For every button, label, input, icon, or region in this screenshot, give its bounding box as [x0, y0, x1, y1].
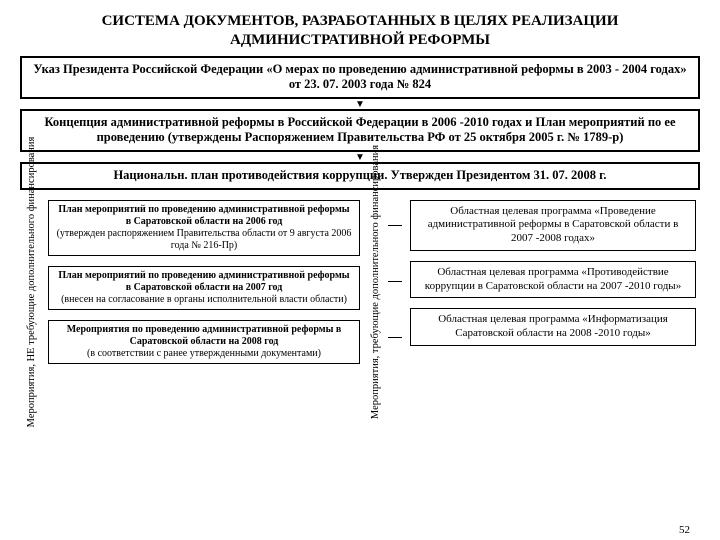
connector-lines [388, 198, 402, 366]
left-vertical-label: Мероприятия, НЕ требующие дополнительног… [20, 198, 44, 366]
program-box: Областная целевая программа «Информатиза… [410, 308, 696, 346]
arrow-down-icon: ▼ [20, 155, 700, 161]
lower-section: Мероприятия, НЕ требующие дополнительног… [20, 198, 700, 366]
connector-line [388, 281, 402, 282]
plan-note: (в соответствии с ранее утвержденными до… [87, 348, 321, 359]
left-vertical-label-text: Мероприятия, НЕ требующие дополнительног… [26, 136, 38, 427]
arrow-down-icon: ▼ [20, 102, 700, 108]
decree-box: Указ Президента Российской Федерации «О … [20, 56, 700, 99]
plan-note: (внесен на согласование в органы исполни… [61, 294, 347, 305]
plan-box: План мероприятий по проведению администр… [48, 266, 360, 310]
plan-title: План мероприятий по проведению администр… [58, 204, 349, 227]
national-plan-box: Национальн. план противодействия коррупц… [20, 162, 700, 190]
concept-box: Концепция административной реформы в Рос… [20, 109, 700, 152]
page-number: 52 [679, 524, 690, 536]
programs-column: Областная целевая программа «Проведение … [402, 198, 700, 366]
connector-line [388, 225, 402, 226]
page-title: СИСТЕМА ДОКУМЕНТОВ, РАЗРАБОТАННЫХ В ЦЕЛЯ… [20, 12, 700, 50]
mid-vertical-label-text: Мероприятия, требующие дополнительного ф… [370, 145, 382, 419]
mid-vertical-label: Мероприятия, требующие дополнительного ф… [364, 198, 388, 366]
plan-box: План мероприятий по проведению администр… [48, 200, 360, 256]
plans-column: План мероприятий по проведению администр… [44, 198, 364, 366]
program-box: Областная целевая программа «Проведение … [410, 200, 696, 251]
plan-title: Мероприятия по проведению административн… [67, 324, 342, 347]
plan-box: Мероприятия по проведению административн… [48, 320, 360, 364]
plan-note: (утвержден распоряжением Правительства о… [57, 228, 352, 251]
program-box: Областная целевая программа «Противодейс… [410, 261, 696, 299]
connector-line [388, 337, 402, 338]
plan-title: План мероприятий по проведению администр… [58, 270, 349, 293]
